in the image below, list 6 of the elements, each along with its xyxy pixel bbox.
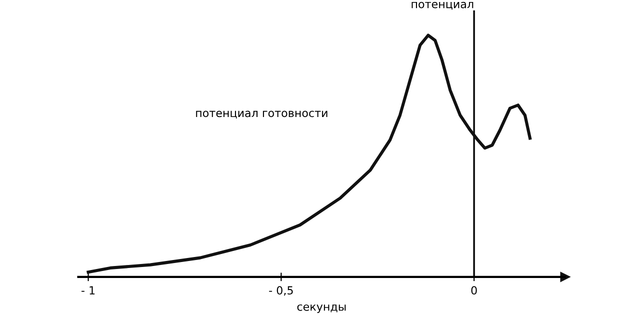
ref-line-label: потенциал bbox=[412, 2, 474, 10]
x-axis-title: секунды bbox=[297, 304, 346, 313]
x-tick-label: - 1 bbox=[82, 286, 95, 294]
x-tick-label: - 0,5 bbox=[269, 286, 293, 296]
annotation: потенциал готовности bbox=[196, 110, 328, 119]
x-tick-label: 0 bbox=[471, 286, 477, 295]
